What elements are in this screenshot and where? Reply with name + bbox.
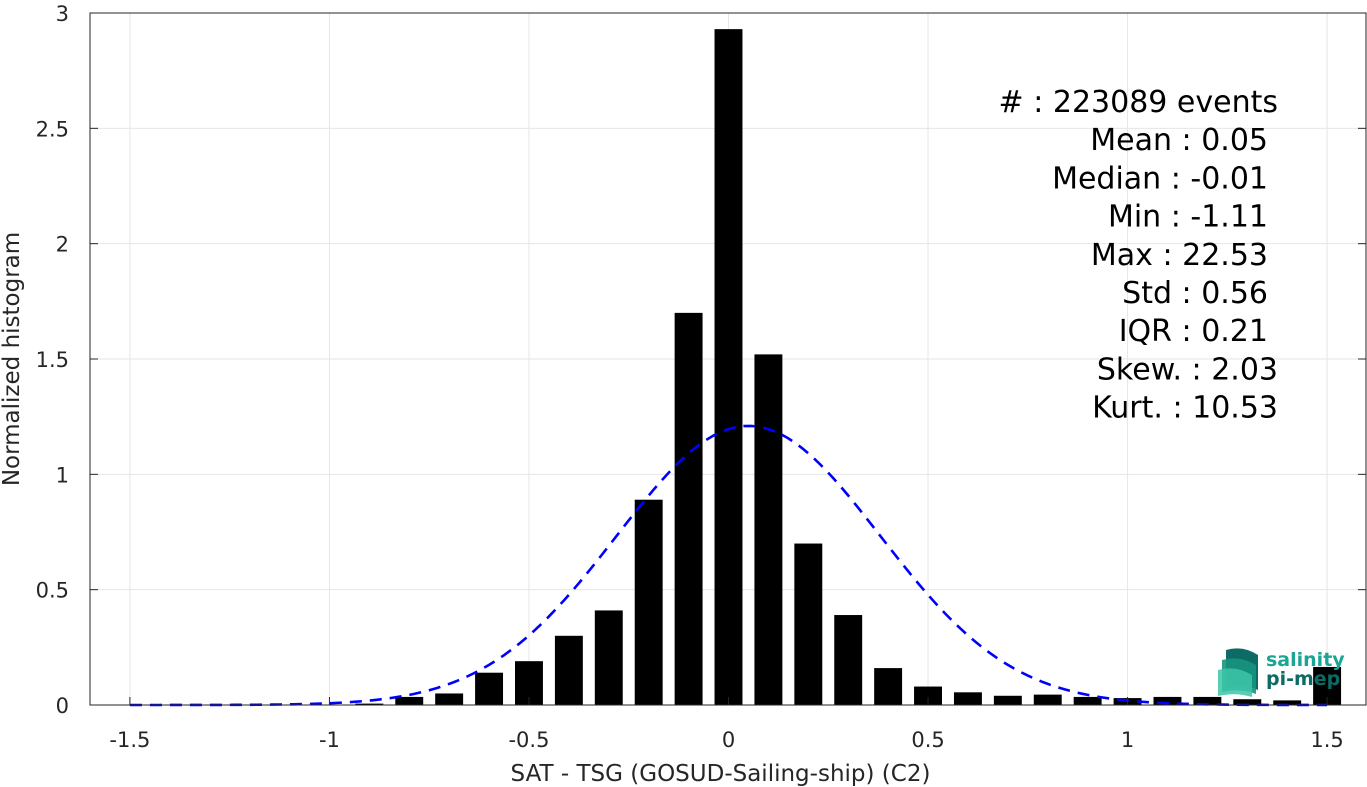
x-tick-label: 1.5 bbox=[1310, 728, 1343, 752]
axis-ticks bbox=[90, 12, 1366, 706]
salinity-pi-mep-logo: salinity pi-mep bbox=[1218, 648, 1345, 697]
stats-line: Max : 22.53 bbox=[1091, 238, 1268, 273]
logo-text-salinity: salinity bbox=[1266, 649, 1345, 671]
stats-line: Median : -0.01 bbox=[1052, 161, 1268, 196]
histogram-bar bbox=[395, 696, 424, 705]
x-tick-label: 0.5 bbox=[911, 728, 944, 752]
histogram-bar bbox=[594, 610, 623, 705]
histogram-bar bbox=[834, 615, 863, 705]
stats-line: IQR : 0.21 bbox=[1119, 314, 1268, 349]
stats-line: # : 223089 events bbox=[999, 85, 1278, 120]
histogram-bar bbox=[754, 354, 783, 705]
histogram-bar bbox=[1273, 700, 1302, 705]
x-tick-label: 1 bbox=[1121, 728, 1134, 752]
histogram-bar bbox=[1033, 694, 1062, 705]
y-tick-label: 0 bbox=[56, 694, 69, 718]
histogram-bar bbox=[1233, 699, 1262, 705]
y-tick-label: 1.5 bbox=[36, 348, 69, 372]
y-tick-label: 1 bbox=[56, 463, 69, 487]
histogram-bar bbox=[714, 29, 743, 705]
x-tick-label: 0 bbox=[722, 728, 735, 752]
stats-line: Std : 0.56 bbox=[1122, 276, 1268, 311]
logo-text-pi-mep: pi-mep bbox=[1266, 668, 1340, 690]
y-tick-label: 2 bbox=[56, 233, 69, 257]
histogram-bar bbox=[993, 695, 1022, 705]
histogram-bar bbox=[554, 635, 583, 705]
histogram-bar bbox=[953, 692, 982, 705]
histogram-bar bbox=[435, 693, 464, 705]
histogram-bar bbox=[794, 543, 823, 705]
y-tick-label: 2.5 bbox=[36, 117, 69, 141]
stats-line: Kurt. : 10.53 bbox=[1092, 391, 1278, 426]
histogram-bar bbox=[674, 312, 703, 705]
x-axis-label: SAT - TSG (GOSUD-Sailing-ship) (C2) bbox=[511, 761, 931, 787]
histogram-bar bbox=[914, 686, 942, 705]
histogram-bar bbox=[475, 672, 504, 705]
histogram-bar bbox=[355, 703, 384, 705]
histogram-bar bbox=[1073, 696, 1102, 705]
histogram-bar bbox=[1193, 696, 1222, 705]
x-tick-label: -1.5 bbox=[109, 728, 150, 752]
stats-line: Skew. : 2.03 bbox=[1097, 352, 1278, 387]
x-tick-label: -0.5 bbox=[508, 728, 549, 752]
y-tick-label: 0.5 bbox=[36, 579, 69, 603]
histogram-bars bbox=[315, 29, 1342, 705]
x-tick-label: -1 bbox=[319, 728, 340, 752]
logo-waves-icon bbox=[1218, 648, 1258, 697]
histogram-bar bbox=[874, 668, 903, 705]
y-axis-label: Normalized histogram bbox=[0, 232, 25, 486]
stats-line: Min : -1.11 bbox=[1108, 200, 1268, 235]
y-tick-label: 3 bbox=[56, 2, 69, 26]
histogram-bar bbox=[1153, 696, 1182, 705]
axis-tick-labels: -1.5 -1 -0.5 0 0.5 1 1.5 0 0.5 1 1.5 2 2.5 3 bbox=[36, 2, 1344, 752]
stats-line: Mean : 0.05 bbox=[1090, 123, 1268, 158]
histogram-bar bbox=[634, 499, 663, 705]
